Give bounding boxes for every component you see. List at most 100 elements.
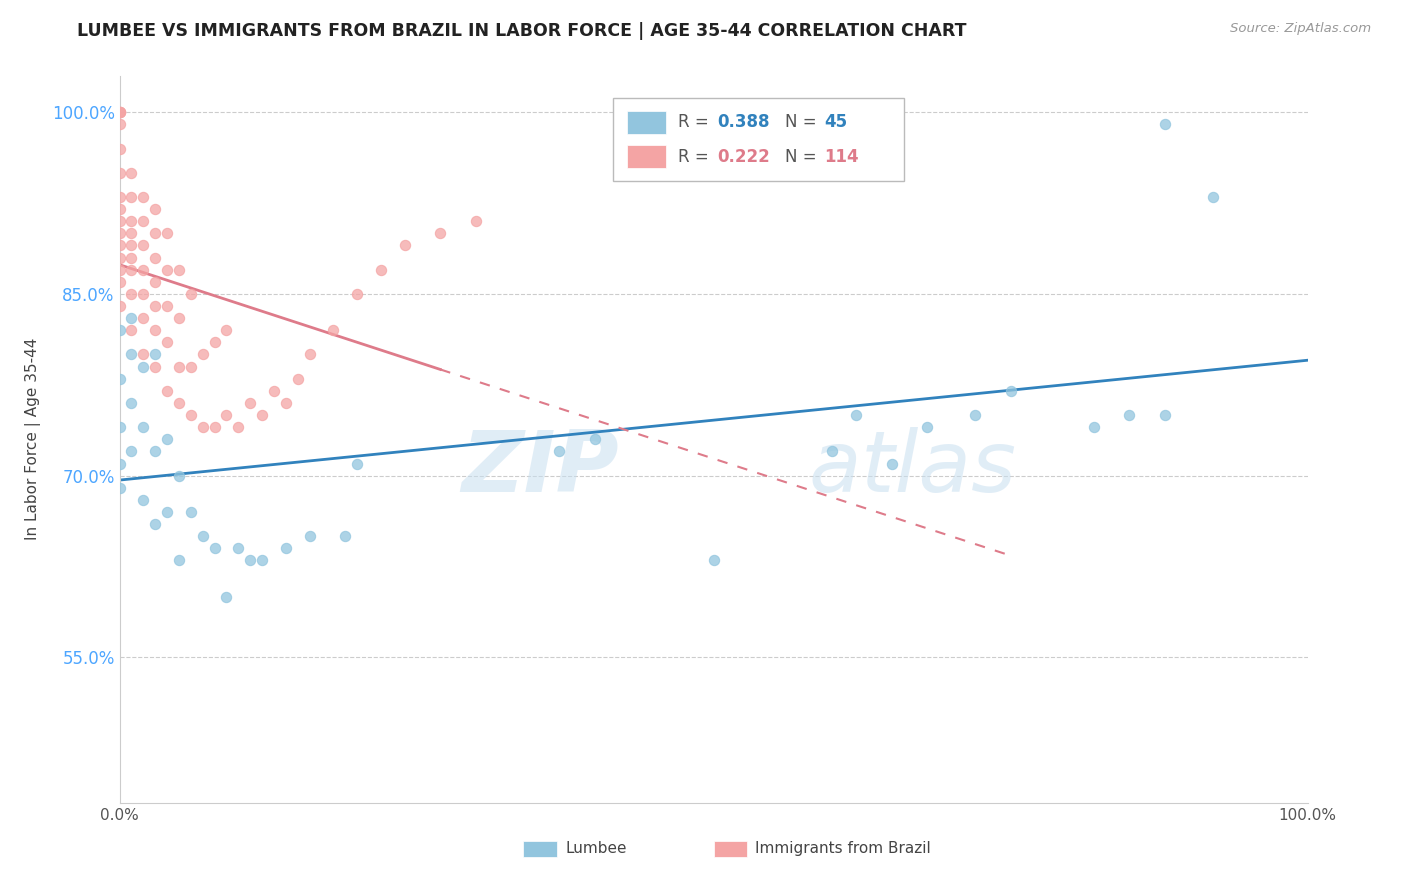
Point	[287, 372, 309, 386]
Point	[132, 347, 155, 361]
Point	[215, 408, 238, 422]
Point	[167, 262, 190, 277]
Point	[880, 457, 903, 471]
Point	[845, 408, 868, 422]
Text: Source: ZipAtlas.com: Source: ZipAtlas.com	[1230, 22, 1371, 36]
Point	[370, 262, 392, 277]
Point	[132, 420, 155, 434]
Point	[108, 238, 131, 252]
Point	[108, 214, 131, 228]
Point	[298, 347, 321, 361]
Point	[215, 590, 238, 604]
Text: N =: N =	[785, 113, 821, 131]
Point	[215, 323, 238, 337]
Text: atlas: atlas	[808, 427, 1017, 510]
Point	[120, 190, 142, 204]
Point	[167, 396, 190, 410]
Point	[274, 396, 297, 410]
Point	[120, 214, 142, 228]
Point	[322, 323, 344, 337]
Point	[1118, 408, 1140, 422]
Text: R =: R =	[678, 147, 714, 166]
Y-axis label: In Labor Force | Age 35-44: In Labor Force | Age 35-44	[24, 338, 41, 541]
Point	[143, 299, 166, 313]
Point	[963, 408, 986, 422]
Text: R =: R =	[678, 113, 714, 131]
Point	[108, 166, 131, 180]
Point	[156, 262, 179, 277]
Text: Lumbee: Lumbee	[565, 841, 627, 856]
Point	[156, 384, 179, 398]
Point	[108, 141, 131, 155]
Point	[156, 299, 179, 313]
Point	[108, 105, 131, 120]
Point	[191, 420, 214, 434]
Point	[143, 251, 166, 265]
Point	[228, 420, 250, 434]
FancyBboxPatch shape	[523, 841, 557, 857]
Point	[120, 238, 142, 252]
Point	[239, 396, 262, 410]
Point	[191, 529, 214, 543]
Point	[263, 384, 285, 398]
Point	[548, 444, 571, 458]
Point	[464, 214, 488, 228]
Point	[143, 359, 166, 374]
Point	[132, 311, 155, 326]
Point	[167, 553, 190, 567]
Point	[250, 408, 273, 422]
Point	[583, 433, 606, 447]
Point	[335, 529, 357, 543]
Point	[120, 347, 142, 361]
Text: N =: N =	[785, 147, 821, 166]
Point	[180, 505, 202, 519]
Point	[108, 323, 131, 337]
Point	[204, 420, 226, 434]
Point	[120, 251, 142, 265]
Point	[132, 190, 155, 204]
Point	[108, 457, 131, 471]
FancyBboxPatch shape	[613, 97, 904, 181]
Point	[250, 553, 273, 567]
Point	[143, 227, 166, 241]
Point	[167, 359, 190, 374]
Point	[1201, 190, 1223, 204]
FancyBboxPatch shape	[627, 111, 666, 134]
Point	[120, 396, 142, 410]
Point	[1000, 384, 1022, 398]
Point	[108, 420, 131, 434]
Point	[120, 262, 142, 277]
Point	[108, 105, 131, 120]
Point	[191, 347, 214, 361]
Point	[180, 408, 202, 422]
Point	[156, 433, 179, 447]
Point	[132, 359, 155, 374]
Point	[167, 311, 190, 326]
Point	[120, 227, 142, 241]
Point	[180, 287, 202, 301]
Point	[204, 335, 226, 350]
Point	[274, 541, 297, 556]
Point	[120, 323, 142, 337]
Point	[143, 323, 166, 337]
Point	[167, 468, 190, 483]
Point	[346, 287, 368, 301]
Point	[108, 190, 131, 204]
Point	[239, 553, 262, 567]
Point	[120, 311, 142, 326]
Point	[108, 251, 131, 265]
Point	[156, 505, 179, 519]
Text: 0.388: 0.388	[717, 113, 769, 131]
FancyBboxPatch shape	[627, 145, 666, 169]
Point	[143, 347, 166, 361]
Point	[132, 262, 155, 277]
Point	[120, 444, 142, 458]
Point	[108, 299, 131, 313]
Point	[120, 166, 142, 180]
Text: Immigrants from Brazil: Immigrants from Brazil	[755, 841, 931, 856]
Point	[108, 227, 131, 241]
Point	[429, 227, 451, 241]
Point	[108, 481, 131, 495]
Point	[346, 457, 368, 471]
Point	[108, 275, 131, 289]
